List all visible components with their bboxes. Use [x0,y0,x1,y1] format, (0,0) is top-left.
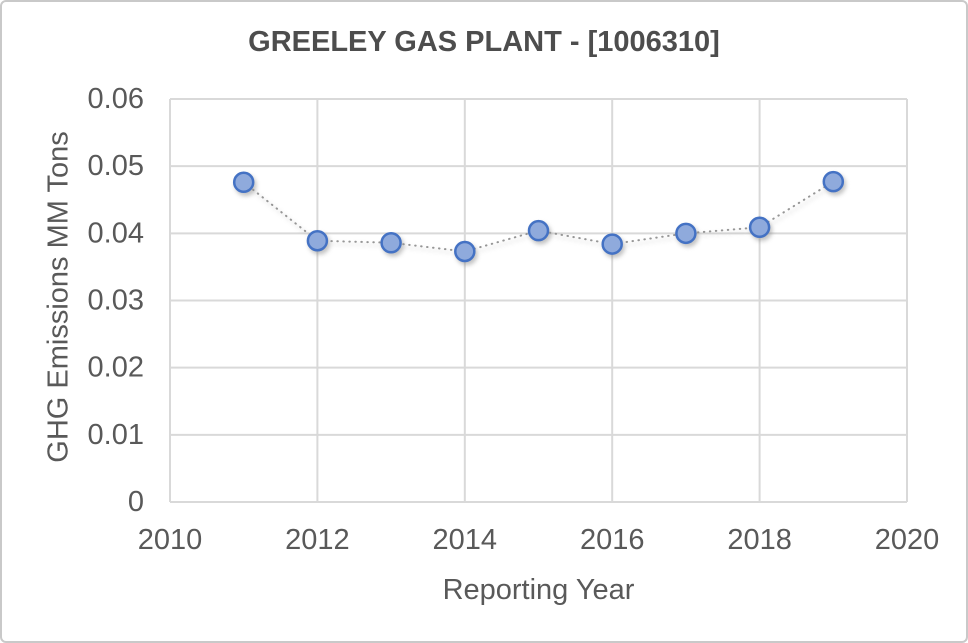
x-axis-title: Reporting Year [442,574,635,606]
data-point-2012 [306,229,329,252]
gridlines [169,98,908,503]
x-tick-label: 2016 [580,524,645,556]
x-tick-label: 2020 [875,524,940,556]
data-point-2013 [380,231,402,254]
data-point-2015 [527,219,550,242]
y-tick-label: 0.06 [88,83,144,115]
y-tick-label: 0.01 [88,419,144,451]
x-tick-label: 2010 [138,524,203,556]
y-tick-label: 0 [128,486,144,518]
data-point-2018 [748,216,771,239]
x-tick-label: 2012 [285,524,350,556]
data-series [232,170,845,263]
y-tick-label: 0.03 [88,285,144,317]
y-tick-label: 0.02 [88,352,144,384]
data-point-2011 [232,171,255,194]
x-tick-label: 2014 [433,524,498,556]
y-tick-label: 0.05 [88,150,144,182]
data-point-2014 [454,240,476,263]
y-tick-label: 0.04 [88,217,144,249]
data-point-2016 [601,233,623,255]
chart-title: GREELEY GAS PLANT - [1006310] [248,26,720,58]
data-point-2017 [675,222,697,245]
y-axis-tick-labels: 0 0.01 0.02 0.03 0.04 0.05 0.06 [88,83,144,518]
x-axis-tick-labels: 2010 2012 2014 2016 2018 2020 [138,524,940,556]
x-tick-label: 2018 [727,524,792,556]
data-point-2019 [822,170,845,193]
